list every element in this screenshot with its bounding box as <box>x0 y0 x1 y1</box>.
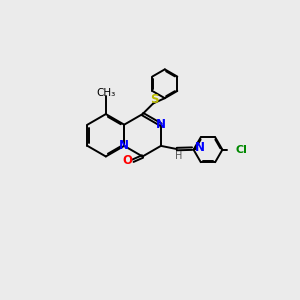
Text: CH₃: CH₃ <box>96 88 116 98</box>
Text: N: N <box>119 140 129 152</box>
Text: Cl: Cl <box>235 145 247 155</box>
Text: N: N <box>194 141 204 154</box>
Text: O: O <box>123 154 133 167</box>
Text: S: S <box>150 93 159 106</box>
Text: H: H <box>175 151 182 160</box>
Text: N: N <box>156 118 166 131</box>
